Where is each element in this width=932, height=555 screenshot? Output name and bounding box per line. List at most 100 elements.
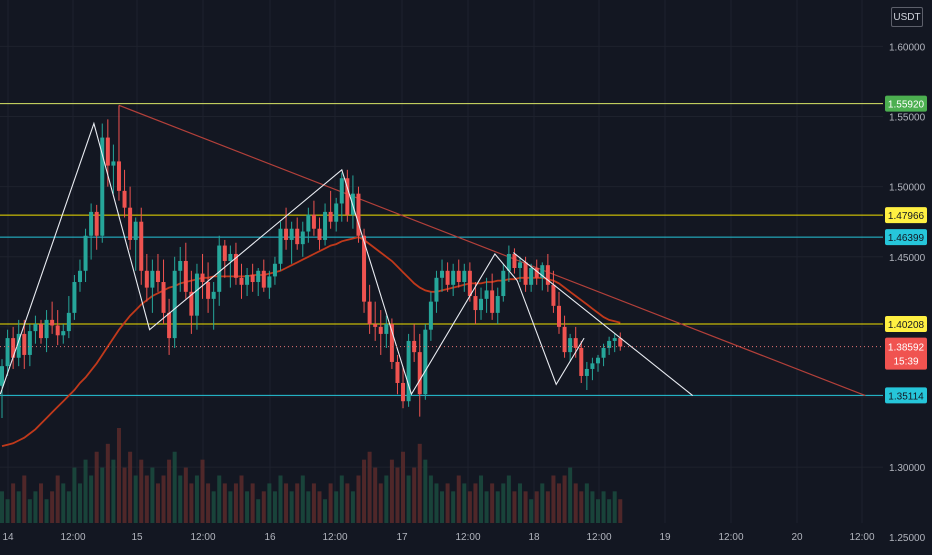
- volume-bar: [245, 491, 250, 523]
- candle-body: [367, 301, 372, 325]
- volume-bar: [612, 491, 617, 523]
- candle: [445, 262, 450, 292]
- candle-body: [306, 214, 311, 232]
- candle-body: [38, 324, 43, 339]
- candle-body: [89, 211, 94, 236]
- volume-bar: [116, 428, 121, 523]
- y-tick-label: 1.50000: [889, 183, 926, 194]
- x-tick-label: 15: [131, 532, 143, 543]
- candle: [417, 333, 422, 417]
- candle-body: [545, 265, 550, 285]
- candle: [194, 263, 199, 330]
- volume-bar: [61, 483, 66, 523]
- candle-body: [27, 331, 32, 355]
- volume-bar: [490, 483, 495, 523]
- candle: [44, 310, 49, 353]
- candle-body: [278, 228, 283, 264]
- volume-bar: [428, 475, 433, 523]
- candle-body: [451, 270, 456, 285]
- candle-body: [161, 282, 166, 313]
- candle: [250, 263, 255, 292]
- volume-bar: [256, 499, 261, 523]
- candle-body: [490, 290, 495, 313]
- volume-bar: [306, 491, 311, 523]
- volume-bar: [128, 451, 133, 523]
- candle: [27, 324, 32, 367]
- candle: [601, 343, 606, 367]
- volume-bar: [534, 491, 539, 523]
- candle: [167, 298, 172, 355]
- candle-body: [440, 270, 445, 278]
- volume-bar: [401, 451, 406, 523]
- candle: [272, 256, 277, 285]
- volume-bar: [66, 491, 71, 523]
- y-tick-label: 1.30000: [889, 463, 926, 474]
- volume-bar: [16, 491, 21, 523]
- candle: [211, 282, 216, 330]
- candle-body: [66, 312, 71, 332]
- volume-bar: [233, 483, 238, 523]
- volume-bar: [261, 491, 266, 523]
- candle-body: [334, 203, 339, 222]
- volume-bar: [339, 475, 344, 523]
- x-tick-label: 17: [396, 532, 408, 543]
- volume-bar: [389, 459, 394, 523]
- level-label: 1.47966: [888, 211, 925, 222]
- volume-bar: [150, 467, 155, 523]
- volume-bar: [557, 483, 561, 523]
- candle: [295, 217, 300, 250]
- candle: [456, 259, 461, 288]
- candle: [562, 315, 567, 358]
- y-tick-label: 1.25000: [889, 533, 926, 544]
- candle-body: [495, 296, 500, 313]
- candle: [11, 326, 16, 369]
- volume-bar: [272, 491, 277, 523]
- volume-bar: [512, 491, 517, 523]
- candle-body: [607, 340, 612, 348]
- price-axis-ticks: 1.60000 1.55000 1.50000 1.45000 1.30000 1.250…: [889, 42, 926, 544]
- candle: [172, 256, 177, 348]
- volume-bar: [545, 491, 550, 523]
- last-price-label: 1.38592: [888, 343, 925, 354]
- volume-bar: [11, 483, 16, 523]
- level-label-bg: [885, 207, 927, 224]
- volume-bar: [434, 483, 439, 523]
- candle: [66, 296, 71, 339]
- volume-bar: [222, 483, 227, 523]
- candle-body: [189, 291, 194, 316]
- candles: [0, 105, 623, 419]
- level-label-bg: [885, 229, 927, 246]
- level-label-bg: [885, 95, 927, 112]
- volume-bar: [289, 491, 294, 523]
- volume-bar: [417, 443, 422, 523]
- volume-bar: [33, 491, 38, 523]
- candle-body: [228, 253, 233, 261]
- x-tick-label: 12:00: [60, 532, 85, 543]
- candle-body: [523, 262, 528, 285]
- currency-badge[interactable]: USDT: [891, 7, 923, 27]
- candle-body: [222, 245, 227, 261]
- candle: [378, 310, 383, 355]
- candle: [440, 259, 445, 292]
- volume-bar: [38, 483, 43, 523]
- candle-body: [22, 333, 27, 355]
- candle-body: [55, 325, 60, 336]
- volume-bar: [144, 475, 149, 523]
- candle: [590, 357, 595, 381]
- candle: [300, 221, 305, 257]
- candle-body: [406, 340, 411, 402]
- candle: [384, 315, 389, 348]
- volume-bar: [373, 467, 378, 523]
- candle: [490, 273, 495, 320]
- candle: [395, 354, 400, 395]
- volume-bar: [194, 475, 199, 523]
- candle: [568, 333, 573, 362]
- candle: [501, 263, 506, 302]
- volume-bar: [183, 467, 188, 523]
- volume-bar: [467, 491, 472, 523]
- candle-body: [144, 270, 149, 288]
- candle-body: [155, 270, 160, 283]
- candle-body: [339, 178, 344, 204]
- volume-bar: [94, 451, 99, 523]
